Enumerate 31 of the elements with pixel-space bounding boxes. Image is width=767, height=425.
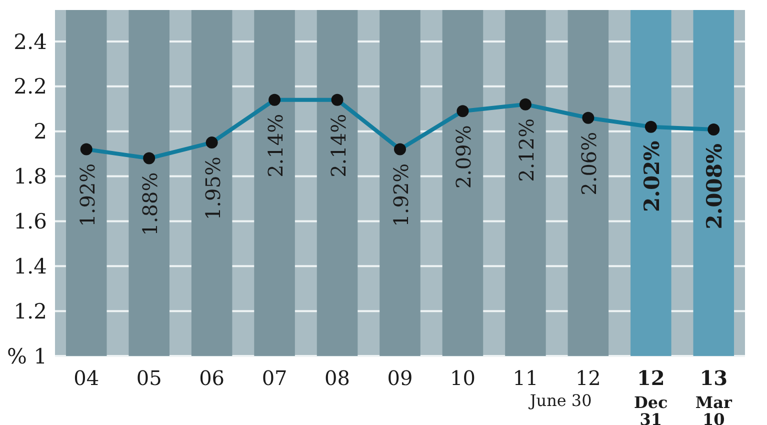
x-tick-label: 07 <box>262 366 288 390</box>
x-tick-label: 11 <box>512 366 538 390</box>
y-tick-label: 1.8 <box>14 164 47 189</box>
data-label: 1.92% <box>75 163 100 227</box>
text: June 30 <box>528 391 592 410</box>
data-label: 1.92% <box>389 163 413 227</box>
y-tick-label: % 1 <box>7 344 47 368</box>
x-tick-label: 12 Dec 31 <box>634 366 668 425</box>
y-tick-label: 1.2 <box>14 299 47 324</box>
x-tick-label: 04 <box>74 366 100 390</box>
y-tick-label: 1.6 <box>14 210 47 234</box>
x-tick-label: 05 <box>136 366 162 390</box>
y-tick-label: 2.2 <box>14 74 47 99</box>
data-label: 2.06% <box>577 132 602 196</box>
x-tick-label: 09 <box>387 366 413 390</box>
y-tick-label: 2.4 <box>14 30 47 54</box>
x-tick-label: 12 <box>575 366 601 390</box>
x-tick-label: 06 <box>199 366 225 390</box>
data-label: 1.95% <box>200 156 225 220</box>
y-tick-label: 2 <box>34 120 47 144</box>
data-label: 2.02% <box>638 140 664 212</box>
data-label: 1.88% <box>138 172 162 236</box>
data-label: 2.09% <box>452 125 476 189</box>
data-label: 2.14% <box>326 114 350 178</box>
x-tick-label: 08 <box>324 366 350 390</box>
x-tick-label: 13 Mar 10 <box>695 366 732 425</box>
data-label: 2.12% <box>514 118 538 182</box>
y-tick-label: 1.4 <box>14 254 47 278</box>
data-label: 2.008% <box>702 143 727 230</box>
data-label: 2.14% <box>264 114 288 178</box>
x-tick-label: 10 <box>450 366 476 390</box>
